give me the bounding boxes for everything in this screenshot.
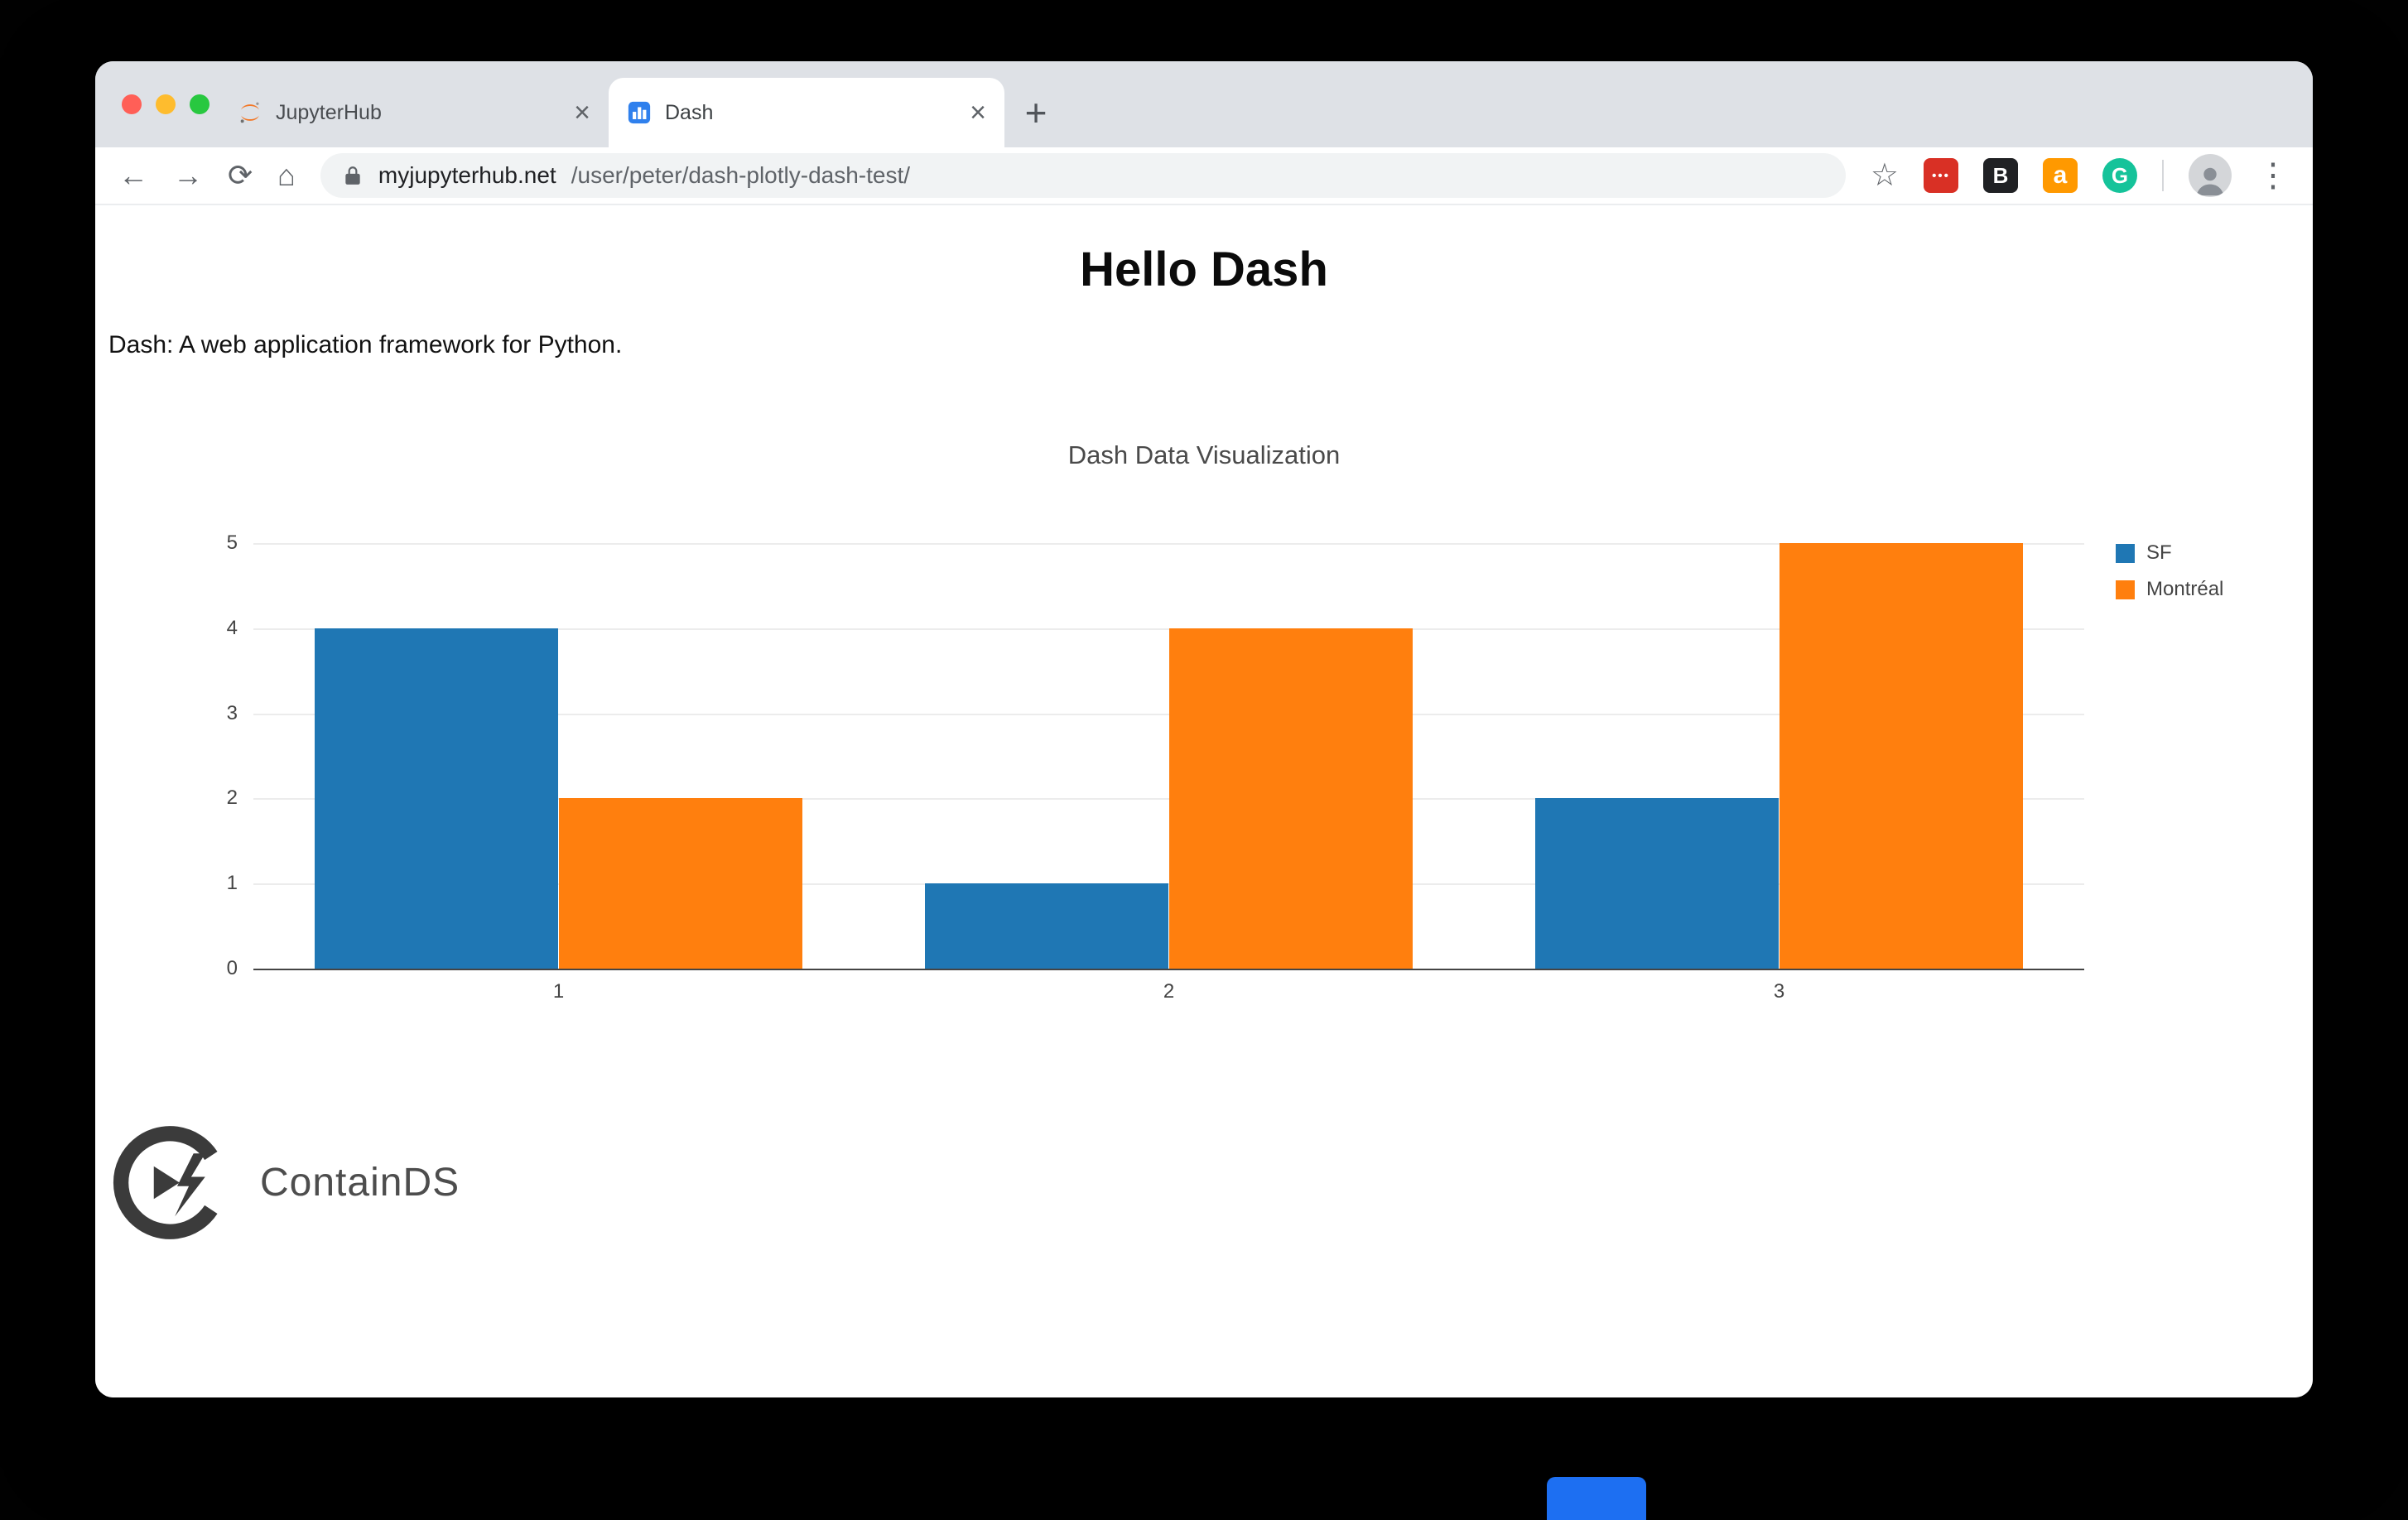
tab-title: Dash — [665, 100, 714, 124]
close-window-button[interactable] — [122, 94, 142, 114]
containds-branding: ContainDS — [112, 1124, 460, 1241]
dash-favicon-icon — [627, 100, 652, 125]
bar-Montréal-2 — [1168, 628, 1413, 969]
address-bar[interactable]: myjupyterhub.net/user/peter/dash-plotly-… — [320, 153, 1846, 198]
legend-swatch — [2116, 543, 2135, 563]
extension-icon-amazon[interactable]: a — [2043, 158, 2078, 193]
minimize-window-button[interactable] — [156, 94, 176, 114]
y-axis-labels: 0 1 2 3 4 5 — [128, 532, 238, 979]
browser-window: JupyterHub × Dash × + ← → — [95, 61, 2313, 1397]
y-tick-label: 0 — [226, 957, 238, 979]
bar-SF-1 — [314, 628, 559, 969]
close-tab-icon[interactable]: × — [970, 97, 986, 128]
chart-title: Dash Data Visualization — [1067, 440, 1341, 469]
y-tick-label: 5 — [226, 532, 238, 554]
legend-item-Montréal[interactable]: Montréal — [2116, 578, 2223, 601]
lock-icon — [342, 163, 364, 188]
url-path: /user/peter/dash-plotly-dash-test/ — [571, 162, 911, 188]
y-tick-label: 1 — [226, 872, 238, 895]
toolbar-divider — [2162, 160, 2164, 191]
bar-Montréal-3 — [1779, 543, 2024, 969]
chart-legend: SF Montréal — [2116, 541, 2223, 601]
extension-icon-red[interactable]: ••• — [1924, 158, 1958, 193]
tab-jupyterhub[interactable]: JupyterHub × — [219, 78, 609, 147]
forward-button[interactable]: → — [173, 158, 203, 192]
browser-toolbar: ← → ⟳ ⌂ myjupyterhub.net/user/peter/dash… — [95, 147, 2313, 205]
bar-SF-3 — [1534, 798, 1780, 969]
page-title: Hello Dash — [1080, 243, 1328, 296]
x-axis-line — [253, 969, 2084, 970]
zoom-window-button[interactable] — [190, 94, 209, 114]
extension-glyph: G — [2111, 162, 2129, 188]
extension-icon-grammarly[interactable]: G — [2102, 158, 2137, 193]
gridline — [253, 543, 2084, 545]
browser-menu-button[interactable]: ⋮ — [2256, 157, 2290, 194]
window-controls — [122, 94, 209, 114]
close-tab-icon[interactable]: × — [574, 97, 590, 128]
containds-logo-icon — [112, 1124, 229, 1241]
x-tick-label: 2 — [1163, 980, 1175, 1003]
bar-SF-2 — [924, 883, 1169, 969]
profile-avatar[interactable] — [2189, 154, 2232, 197]
extension-glyph: a — [2053, 161, 2068, 189]
x-axis-labels: 1 2 3 — [253, 974, 2084, 1010]
legend-swatch — [2116, 580, 2135, 599]
bookmark-star-icon[interactable]: ☆ — [1870, 158, 1899, 193]
home-button[interactable]: ⌂ — [277, 158, 296, 192]
bar-chart: Dash Data Visualization 0 1 2 3 4 5 1 2 3 SF Mon… — [95, 404, 2313, 1066]
tab-dash[interactable]: Dash × — [609, 78, 1004, 147]
x-tick-label: 3 — [1773, 980, 1785, 1003]
y-tick-label: 2 — [226, 786, 238, 810]
back-button[interactable]: ← — [118, 158, 148, 192]
reload-button[interactable]: ⟳ — [228, 158, 253, 192]
extension-glyph: ••• — [1932, 168, 1950, 183]
tab-title: JupyterHub — [276, 100, 382, 124]
legend-label: Montréal — [2146, 578, 2224, 600]
extension-glyph: B — [1992, 162, 2009, 188]
legend-item-SF[interactable]: SF — [2116, 541, 2223, 565]
new-tab-button[interactable]: + — [1024, 91, 1047, 134]
legend-label: SF — [2146, 541, 2172, 564]
brand-name: ContainDS — [260, 1161, 460, 1205]
plot-area — [253, 543, 2084, 970]
tab-strip: JupyterHub × Dash × + — [95, 61, 2313, 147]
url-domain: myjupyterhub.net — [378, 162, 556, 188]
page-description: Dash: A web application framework for Py… — [108, 331, 623, 358]
x-tick-label: 1 — [552, 980, 565, 1003]
y-tick-label: 3 — [226, 701, 238, 724]
y-tick-label: 4 — [226, 616, 238, 639]
dock-icon-peek[interactable] — [1547, 1477, 1646, 1520]
jupyterhub-favicon-icon — [238, 100, 262, 125]
bar-Montréal-1 — [558, 798, 803, 969]
page-content: Hello Dash Dash: A web application frame… — [95, 205, 2313, 1397]
extension-icon-b[interactable]: B — [1983, 158, 2018, 193]
